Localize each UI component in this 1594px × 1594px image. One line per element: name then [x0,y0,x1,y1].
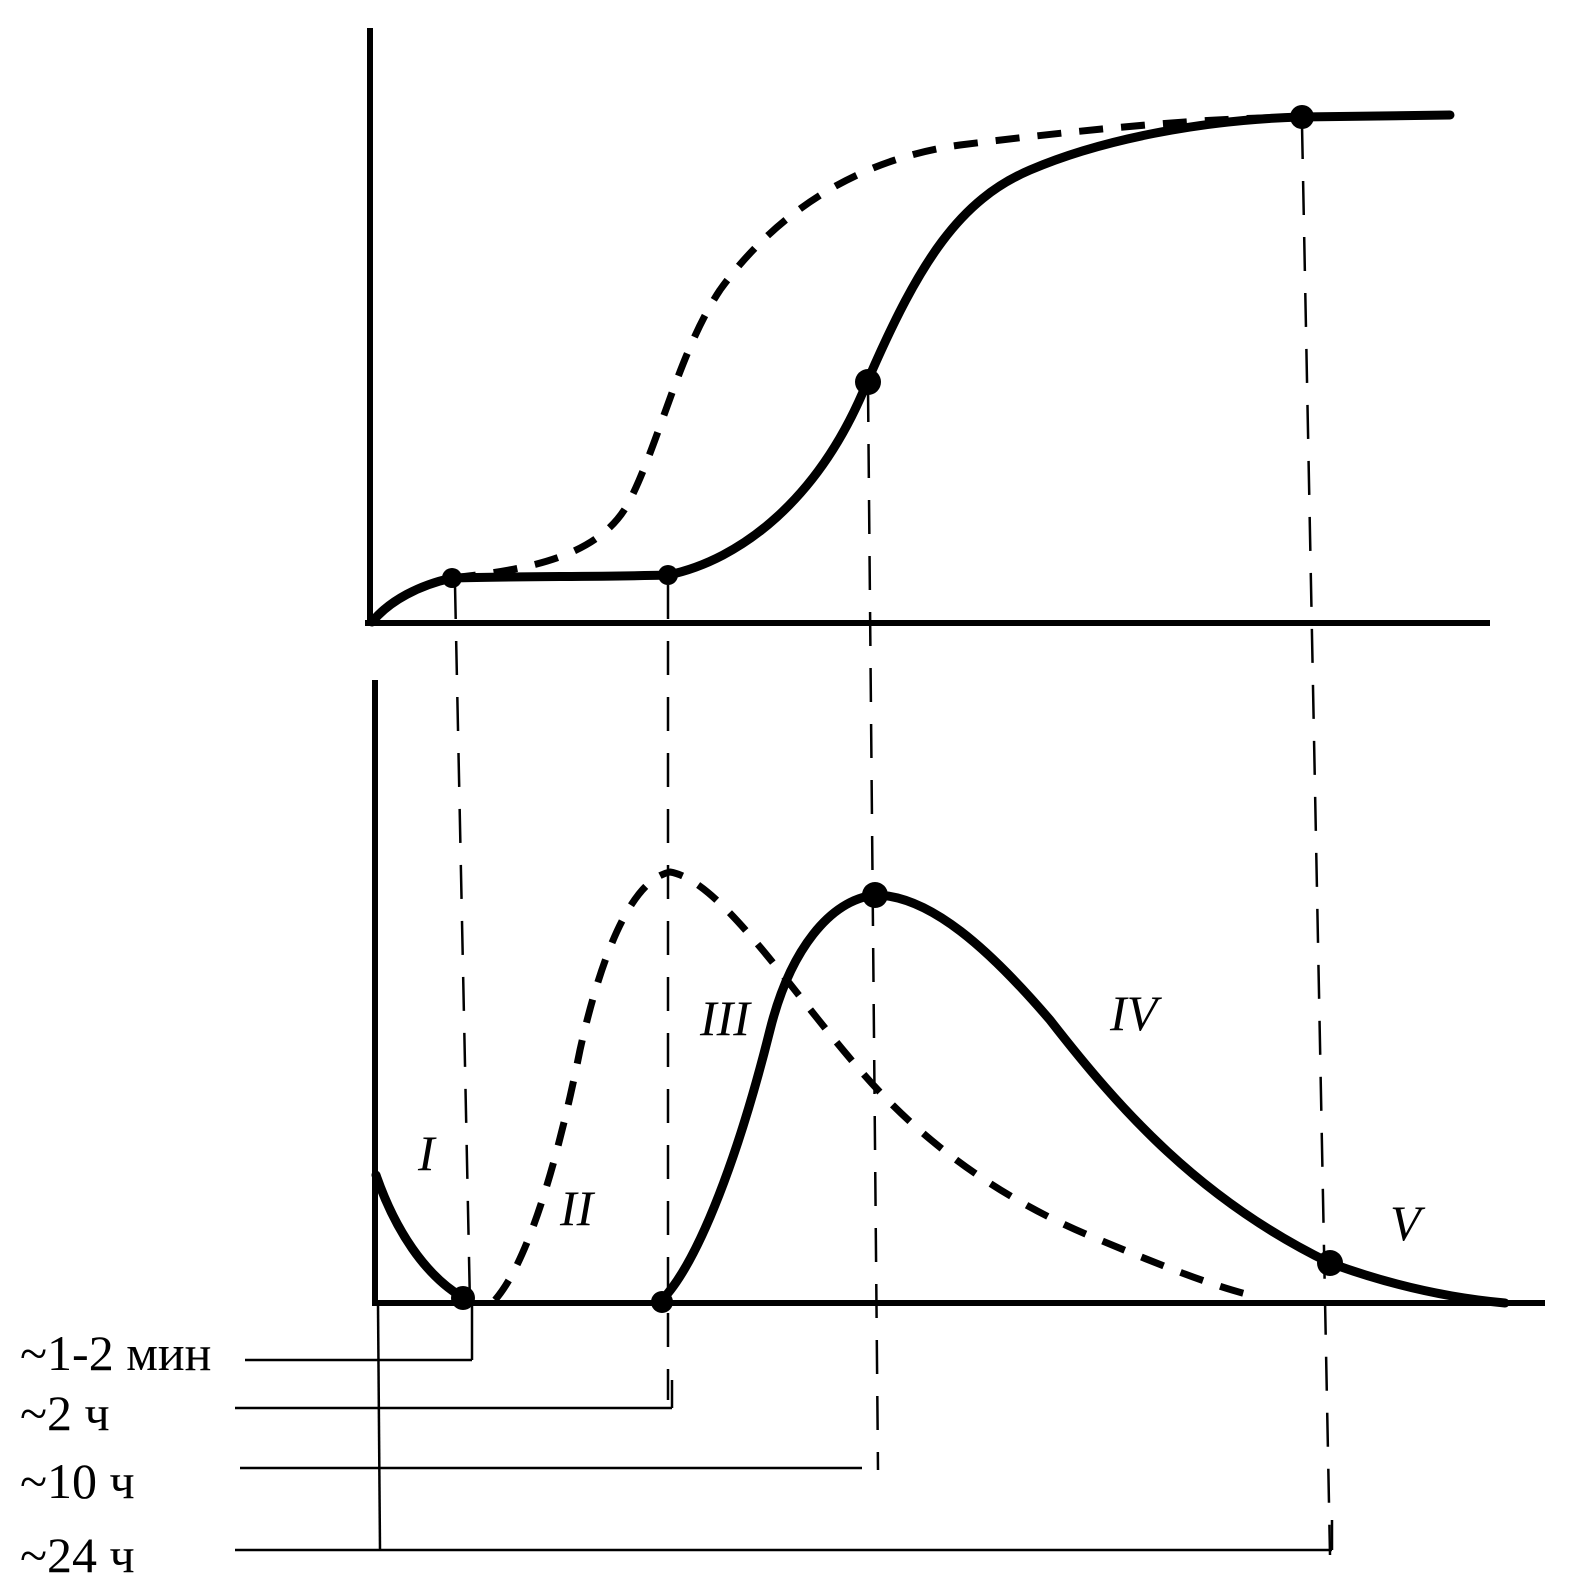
top-solid-curve [367,110,1455,627]
phase-label-2: II [559,1180,596,1236]
top-panel [365,28,1490,627]
guide-3 [866,387,880,1471]
phase-label-3: III [699,990,752,1046]
bottom-panel: I II III IV V [371,680,1545,1313]
bottom-curve-phase-1 [371,1170,467,1302]
bottom-point-1 [451,1286,475,1310]
phase-label-5: V [1390,1195,1426,1251]
time-origin-line [376,1304,382,1551]
time-brackets [235,1300,1334,1552]
bottom-dashed-curve [492,868,1251,1303]
bottom-point-3 [862,882,888,908]
top-point-4 [1290,105,1314,129]
phase-label-4: IV [1109,985,1163,1041]
bottom-point-2 [651,1291,673,1313]
time-label-3: ~10 ч [20,1453,135,1509]
bottom-solid-curve [657,890,1510,1308]
guide-1 [453,584,472,1306]
time-label-1: ~1-2 мин [20,1325,211,1381]
phase-label-1: I [417,1125,437,1181]
time-label-4: ~24 ч [20,1527,135,1583]
top-point-2 [658,565,678,585]
guide-4 [1300,124,1332,1556]
top-dashed-curve [451,113,1301,582]
vertical-dashed-guides [453,124,1332,1556]
time-label-2: ~2 ч [20,1385,110,1441]
bottom-point-4 [1317,1250,1343,1276]
top-point-1 [442,568,462,588]
top-point-3 [855,369,881,395]
time-labels: ~1-2 мин ~2 ч ~10 ч ~24 ч [20,1325,211,1583]
